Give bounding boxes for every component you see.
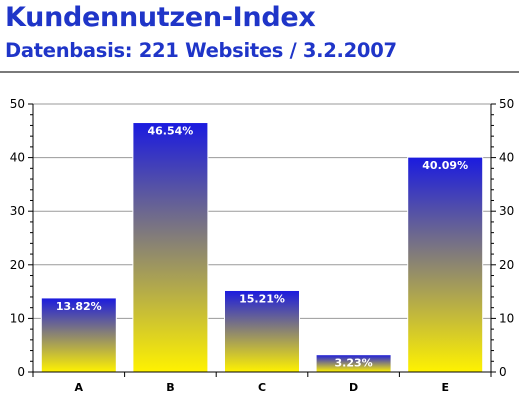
- y-tick-label-left: 40: [10, 151, 25, 165]
- data-label-b: 46.54%: [147, 125, 193, 138]
- data-label-e: 40.09%: [422, 159, 468, 172]
- bars: [40, 122, 484, 373]
- y-tick-label-left: 20: [10, 258, 25, 272]
- data-label-d: 3.23%: [335, 357, 373, 370]
- y-tick-label-right: 50: [499, 97, 514, 111]
- data-label-c: 15.21%: [239, 292, 285, 305]
- y-tick-label-right: 20: [499, 258, 514, 272]
- y-tick-label-right: 10: [499, 311, 514, 325]
- title-divider: [0, 71, 519, 73]
- y-tick-label-left: 50: [10, 97, 25, 111]
- category-label-c: C: [258, 381, 266, 394]
- bar-a: [40, 297, 117, 373]
- y-tick-label-right: 40: [499, 151, 514, 165]
- chart-title: Kundennutzen-Index: [5, 2, 316, 33]
- bar-e: [407, 156, 484, 373]
- y-tick-label-right: 0: [499, 365, 507, 379]
- axes: [28, 103, 496, 377]
- category-label-a: A: [75, 381, 84, 394]
- labels: 13.82% A 46.54% B 15.21% C 3.23% D 40.09% E 0 0 10 10…: [10, 97, 515, 394]
- chart-subtitle: Datenbasis: 221 Websites / 3.2.2007: [5, 39, 397, 62]
- category-label-b: B: [166, 381, 174, 394]
- y-tick-label-left: 30: [10, 204, 25, 218]
- y-tick-label-left: 10: [10, 311, 25, 325]
- category-label-d: D: [349, 381, 358, 394]
- category-label-e: E: [441, 381, 449, 394]
- bar-b: [132, 122, 209, 373]
- y-tick-label-right: 30: [499, 204, 514, 218]
- data-label-a: 13.82%: [56, 300, 102, 313]
- y-tick-label-left: 0: [17, 365, 25, 379]
- bar-c: [224, 289, 300, 373]
